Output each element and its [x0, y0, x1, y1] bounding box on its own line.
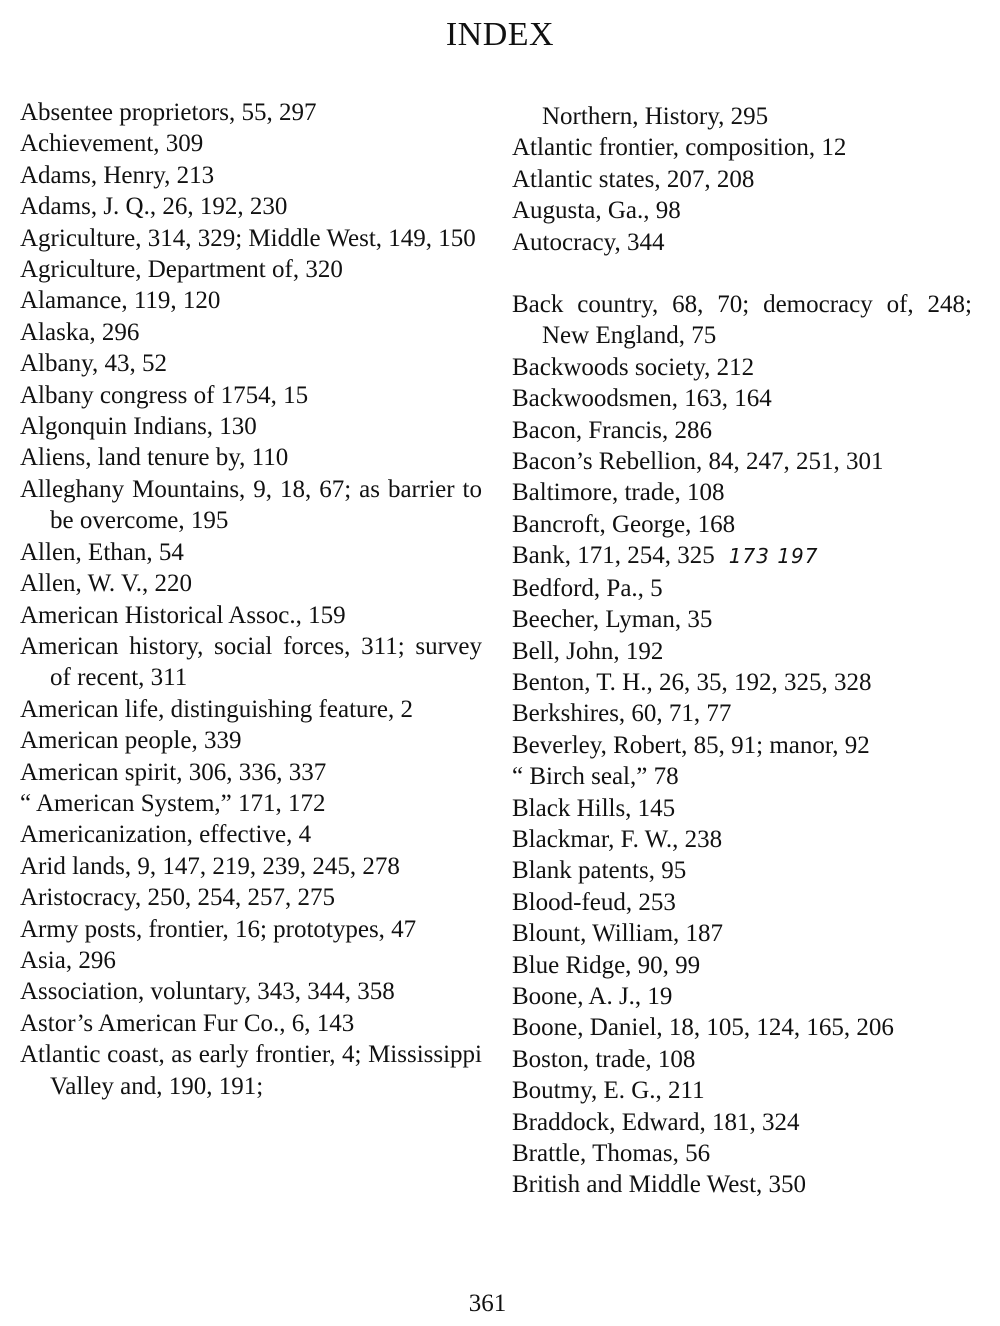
index-entry-bank: Bank, 171, 254, 325 173 197 [512, 540, 972, 572]
index-entry: Blue Ridge, 90, 99 [512, 951, 701, 979]
index-entry: Baltimore, trade, 108 [512, 479, 725, 507]
index-entry: American history, social forces, 311; su… [20, 632, 482, 692]
index-entry: Berkshires, 60, 71, 77 [512, 700, 732, 728]
index-entry: Bacon’s Rebellion, 84, 247, 251, 301 [512, 448, 884, 476]
index-entry: Agriculture, 314, 329; Middle West, 149,… [20, 224, 476, 252]
index-left-column: Absentee proprietors, 55, 297 Achievement… [20, 97, 482, 1102]
index-entry: Boston, trade, 108 [512, 1045, 696, 1073]
index-entry-continuation: Northern, History, 295 [542, 103, 769, 130]
index-entry: Bacon, Francis, 286 [512, 416, 712, 444]
index-entry: Backwoodsmen, 163, 164 [512, 385, 772, 413]
index-entry: American Historical Assoc., 159 [20, 601, 346, 629]
index-right-column: Northern, History, 295 Atlantic frontier… [512, 101, 972, 1201]
index-entry: Back country, 68, 70; democracy of, 248;… [512, 291, 972, 350]
index-entry: Boone, A. J., 19 [512, 982, 673, 1010]
index-entry: Atlantic coast, as early frontier, 4; Mi… [20, 1041, 482, 1100]
index-entry: Boutmy, E. G., 211 [512, 1077, 705, 1105]
index-entry: Backwoods society, 212 [512, 353, 755, 381]
index-entry: Atlantic frontier, composition, 12 [512, 134, 847, 162]
index-entry: Boone, Daniel, 18, 105, 124, 165, 206 [512, 1014, 894, 1042]
index-entry: Albany congress of 1754, 15 [20, 381, 309, 409]
handwritten-note: 173 197 [728, 544, 819, 569]
index-entry: Atlantic states, 207, 208 [512, 165, 755, 193]
index-entry: Aliens, land tenure by, 110 [20, 444, 289, 472]
index-entry: Alamance, 119, 120 [20, 287, 221, 315]
index-entry: American spirit, 306, 336, 337 [20, 758, 327, 786]
index-entry: “ American System,” 171, 172 [20, 789, 326, 817]
index-entry: Black Hills, 145 [512, 794, 676, 822]
index-entry: Benton, T. H., 26, 35, 192, 325, 328 [512, 668, 872, 696]
index-entry: Blank patents, 95 [512, 857, 687, 885]
index-entry: Bell, John, 192 [512, 637, 664, 665]
index-entry: Alleghany Mountains, 9, 18, 67; as barri… [20, 475, 482, 535]
page-number: 361 [468, 1290, 507, 1317]
index-entry: British and Middle West, 350 [512, 1171, 807, 1199]
index-entry: Army posts, frontier, 16; prototypes, 47 [20, 915, 417, 943]
index-entry: Augusta, Ga., 98 [512, 197, 681, 225]
index-entry: Autocracy, 344 [512, 228, 665, 256]
page-title: INDEX [445, 16, 555, 53]
index-entry: Achievement, 309 [20, 130, 204, 158]
index-entry: Allen, Ethan, 54 [20, 538, 184, 566]
index-entry: Blood-feud, 253 [512, 888, 676, 916]
index-entry: Brattle, Thomas, 56 [512, 1140, 711, 1167]
index-entry: Braddock, Edward, 181, 324 [512, 1108, 800, 1136]
letter-gap [512, 258, 972, 289]
index-entry: Americanization, effective, 4 [20, 821, 312, 849]
index-entry: Arid lands, 9, 147, 219, 239, 245, 278 [20, 852, 400, 880]
index-entry: Blount, William, 187 [512, 920, 724, 948]
index-entry: Algonquin Indians, 130 [20, 413, 257, 441]
index-entry: Aristocracy, 250, 254, 257, 275 [20, 884, 335, 912]
index-entry: Alaska, 296 [20, 318, 140, 346]
index-entry: Adams, J. Q., 26, 192, 230 [20, 193, 288, 221]
index-entry: Agriculture, Department of, 320 [20, 256, 343, 284]
index-entry: Astor’s American Fur Co., 6, 143 [20, 1009, 355, 1037]
index-entry: Association, voluntary, 343, 344, 358 [20, 978, 395, 1006]
index-entry: Absentee proprietors, 55, 297 [20, 99, 317, 126]
index-entry: Allen, W. V., 220 [20, 570, 193, 598]
bank-entry-text: Bank, 171, 254, 325 [512, 542, 715, 570]
index-entry: American life, distinguishing feature, 2 [20, 695, 413, 723]
index-entry: Beecher, Lyman, 35 [512, 606, 713, 634]
index-entry: Bancroft, George, 168 [512, 510, 736, 538]
index-entry: Beverley, Robert, 85, 91; manor, 92 [512, 731, 870, 759]
index-entry: Asia, 296 [20, 946, 116, 974]
index-entry: “ Birch seal,” 78 [512, 763, 679, 791]
index-entry: Adams, Henry, 213 [20, 161, 215, 189]
index-entry: American people, 339 [20, 727, 242, 755]
index-entry: Bedford, Pa., 5 [512, 574, 663, 602]
index-entry: Albany, 43, 52 [20, 350, 167, 378]
index-entry: Blackmar, F. W., 238 [512, 825, 723, 853]
